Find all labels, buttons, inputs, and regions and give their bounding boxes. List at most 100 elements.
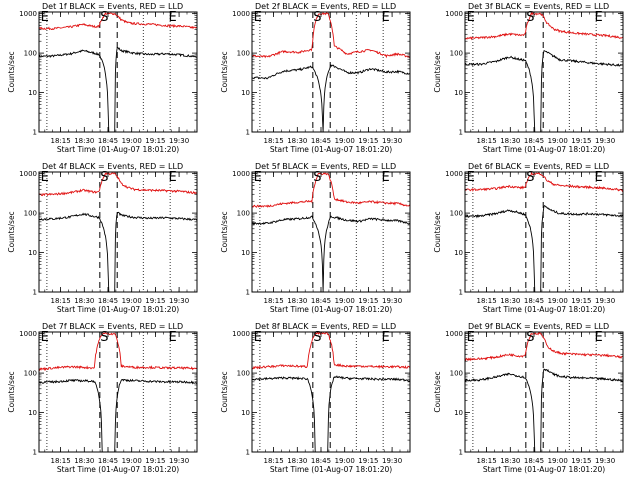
time-marker-label: E xyxy=(254,330,262,345)
time-marker-label: S xyxy=(526,10,534,25)
y-tick-label: 100 xyxy=(24,370,37,378)
x-tick-label: 19:15 xyxy=(571,297,591,305)
y-tick-label: 10 xyxy=(28,409,37,417)
plot-frame xyxy=(464,331,624,453)
series-line-lld xyxy=(252,12,410,59)
x-tick-label: 19:15 xyxy=(571,457,591,465)
x-tick-label: 18:15 xyxy=(264,457,284,465)
panel-title: Det 5f BLACK = Events, RED = LLD xyxy=(255,162,396,171)
x-tick-label: 19:30 xyxy=(595,297,615,305)
time-marker-label: E xyxy=(41,10,49,25)
panel-title: Det 1f BLACK = Events, RED = LLD xyxy=(42,2,183,11)
y-axis-label: Counts/sec xyxy=(433,371,442,412)
plot-frame xyxy=(38,331,198,453)
x-tick-label: 18:15 xyxy=(51,297,71,305)
y-axis-label: Counts/sec xyxy=(433,211,442,252)
y-tick-label: 100 xyxy=(450,370,463,378)
time-marker-label: S xyxy=(100,170,108,185)
x-tick-label: 19:00 xyxy=(335,457,355,465)
x-axis-label: Start Time (01-Aug-07 18:01:20) xyxy=(483,145,605,154)
x-tick-label: 18:30 xyxy=(500,457,520,465)
x-tick-label: 19:30 xyxy=(169,137,189,145)
plot-frame xyxy=(38,171,198,293)
series-line-lld xyxy=(465,332,623,362)
time-marker-label: E xyxy=(254,10,262,25)
time-marker-label: E xyxy=(41,330,49,345)
y-tick-label: 1000 xyxy=(445,330,463,338)
x-tick-label: 19:15 xyxy=(358,297,378,305)
y-tick-label: 10 xyxy=(28,249,37,257)
series-line-events xyxy=(252,215,410,292)
y-tick-label: 1 xyxy=(246,449,250,457)
y-tick-label: 1 xyxy=(33,129,37,137)
x-tick-label: 18:45 xyxy=(98,297,118,305)
y-tick-label: 1 xyxy=(459,449,463,457)
y-tick-label: 100 xyxy=(450,210,463,218)
panel-5: Det 5f BLACK = Events, RED = LLD 1 10 100 10… xyxy=(220,162,411,314)
x-axis-label: Start Time (01-Aug-07 18:01:20) xyxy=(57,465,179,474)
x-tick-label: 18:45 xyxy=(524,457,544,465)
y-tick-label: 1000 xyxy=(19,170,37,178)
x-tick-label: 19:00 xyxy=(548,457,568,465)
y-tick-label: 10 xyxy=(241,249,250,257)
x-tick-label: 18:30 xyxy=(287,457,307,465)
time-marker-label: E xyxy=(169,170,177,185)
y-tick-label: 1000 xyxy=(232,10,250,18)
y-tick-label: 1000 xyxy=(19,10,37,18)
plot-frame xyxy=(251,331,411,453)
x-tick-label: 19:00 xyxy=(548,297,568,305)
x-tick-label: 18:30 xyxy=(74,137,94,145)
y-axis-label: Counts/sec xyxy=(220,51,229,92)
x-tick-label: 18:15 xyxy=(264,297,284,305)
time-marker-label: S xyxy=(100,330,108,345)
y-tick-label: 10 xyxy=(454,89,463,97)
series-line-events xyxy=(465,204,623,292)
panel-1: Det 1f BLACK = Events, RED = LLD 1 10 100 10… xyxy=(7,2,198,154)
x-tick-label: 18:15 xyxy=(51,457,71,465)
y-tick-label: 10 xyxy=(241,409,250,417)
time-marker-label: S xyxy=(313,330,321,345)
x-tick-label: 19:00 xyxy=(122,137,142,145)
panel-2: Det 2f BLACK = Events, RED = LLD 1 10 100 10… xyxy=(220,2,411,154)
series-line-events xyxy=(465,50,623,132)
series-line-events xyxy=(39,211,197,292)
y-axis-label: Counts/sec xyxy=(433,51,442,92)
series-line-events xyxy=(252,375,410,452)
panel-title: Det 8f BLACK = Events, RED = LLD xyxy=(255,322,396,331)
y-tick-label: 10 xyxy=(241,89,250,97)
panel-3: Det 3f BLACK = Events, RED = LLD 1 10 100 10… xyxy=(433,2,624,154)
time-marker-label: E xyxy=(254,170,262,185)
time-marker-label: E xyxy=(169,10,177,25)
y-tick-label: 100 xyxy=(237,210,250,218)
y-tick-label: 1000 xyxy=(19,330,37,338)
series-line-lld xyxy=(252,172,410,208)
panel-title: Det 7f BLACK = Events, RED = LLD xyxy=(42,322,183,331)
panel-title: Det 6f BLACK = Events, RED = LLD xyxy=(468,162,609,171)
time-marker-label: E xyxy=(382,170,390,185)
x-axis-label: Start Time (01-Aug-07 18:01:20) xyxy=(57,145,179,154)
plot-frame xyxy=(464,11,624,133)
y-axis-label: Counts/sec xyxy=(220,211,229,252)
x-axis-label: Start Time (01-Aug-07 18:01:20) xyxy=(483,465,605,474)
panel-title: Det 3f BLACK = Events, RED = LLD xyxy=(468,2,609,11)
x-tick-label: 18:30 xyxy=(500,137,520,145)
x-tick-label: 18:45 xyxy=(524,137,544,145)
series-line-lld xyxy=(465,12,623,41)
x-axis-label: Start Time (01-Aug-07 18:01:20) xyxy=(270,305,392,314)
time-marker-label: S xyxy=(526,330,534,345)
x-tick-label: 19:15 xyxy=(358,457,378,465)
y-tick-label: 1000 xyxy=(232,170,250,178)
y-tick-label: 1 xyxy=(33,289,37,297)
y-tick-label: 10 xyxy=(454,249,463,257)
time-marker-label: E xyxy=(169,330,177,345)
y-axis-label: Counts/sec xyxy=(220,371,229,412)
x-tick-label: 19:15 xyxy=(358,137,378,145)
x-tick-label: 19:00 xyxy=(335,137,355,145)
x-tick-label: 18:30 xyxy=(287,297,307,305)
series-line-events xyxy=(252,64,410,132)
series-line-events xyxy=(465,368,623,452)
x-tick-label: 18:45 xyxy=(311,137,331,145)
series-line-lld xyxy=(252,332,410,370)
y-axis-label: Counts/sec xyxy=(7,371,16,412)
x-tick-label: 18:30 xyxy=(287,137,307,145)
